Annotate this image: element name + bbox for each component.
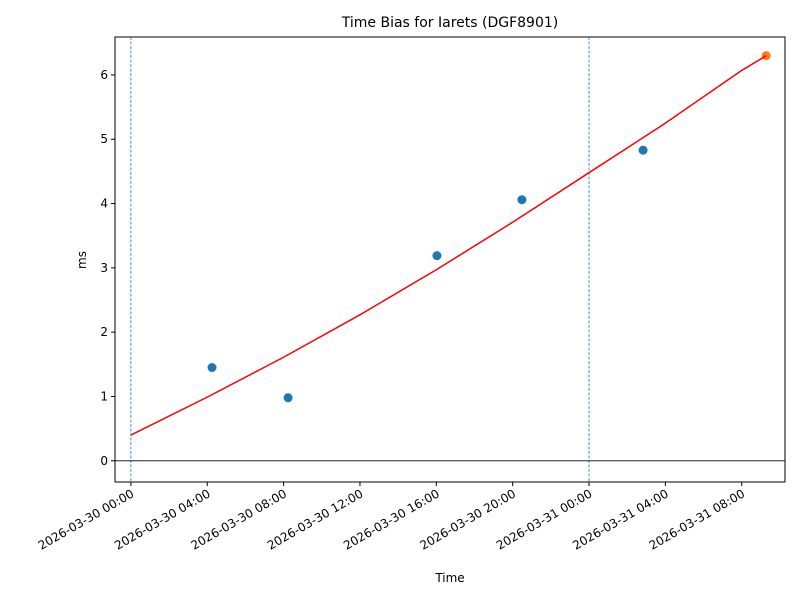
y-tick-label: 2 [100,325,108,339]
y-tick-label: 5 [100,132,108,146]
data-point [517,195,527,205]
y-tick-label: 1 [100,389,108,403]
data-point [432,251,442,261]
y-axis-label: ms [75,251,89,269]
data-point [207,363,217,373]
chart-title: Time Bias for Iarets (DGF8901) [341,15,558,31]
y-tick-label: 4 [100,197,108,211]
y-tick-label: 0 [100,454,108,468]
fit-line [130,55,767,436]
plot-area [114,36,786,483]
y-tick-label: 3 [100,261,108,275]
x-axis-label: Time [434,571,464,585]
data-point [283,393,293,403]
data-point [638,145,648,155]
y-tick-label: 6 [100,68,108,82]
